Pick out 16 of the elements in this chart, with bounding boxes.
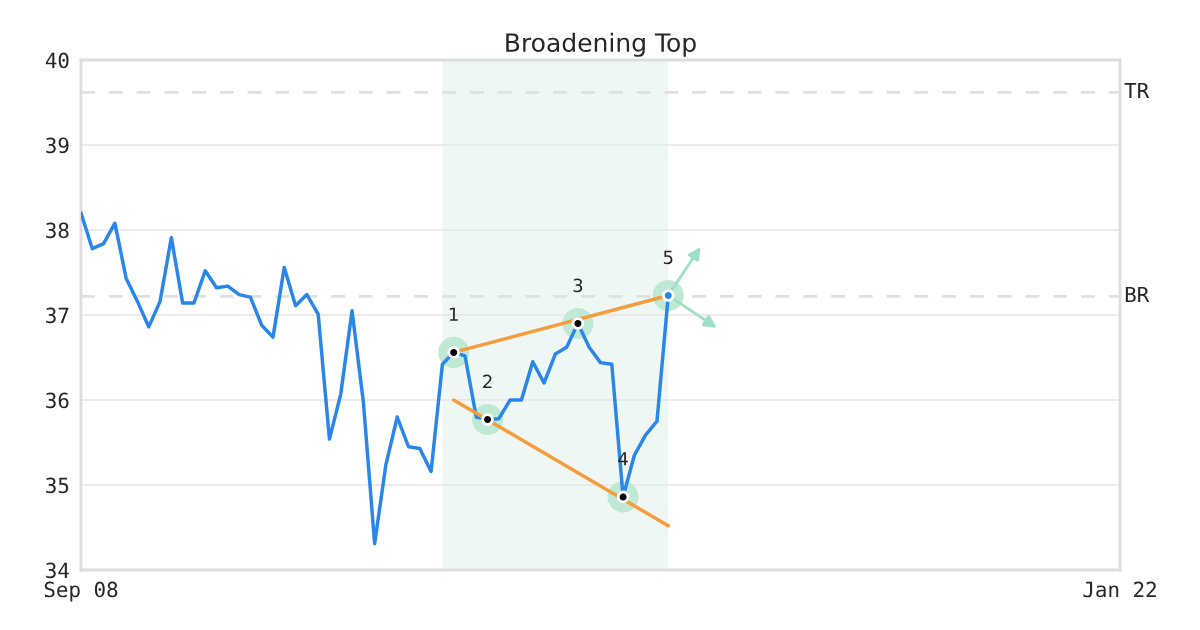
y-tick-label: 35 [46,477,69,494]
y-tick-label: 38 [46,222,69,239]
annotation: 3 [573,278,583,293]
y-tick-label: 40 [45,52,69,69]
x-tick-label: Jan 22 [1083,581,1156,598]
y-tick-label: 39 [46,137,69,154]
y-tick-label: 36 [46,392,69,409]
chart-title: Broadening Top [506,32,696,57]
annotation: 2 [483,374,492,389]
y-tick-label: 37 [46,307,69,324]
ref-line-label: TR [1124,82,1150,99]
x-tick-label: Sep 08 [44,581,118,602]
y-tick-label: 34 [46,562,69,579]
annotation: 1 [449,307,458,321]
ref-line-label: BR [1125,286,1150,303]
annotation: 5 [663,250,673,265]
